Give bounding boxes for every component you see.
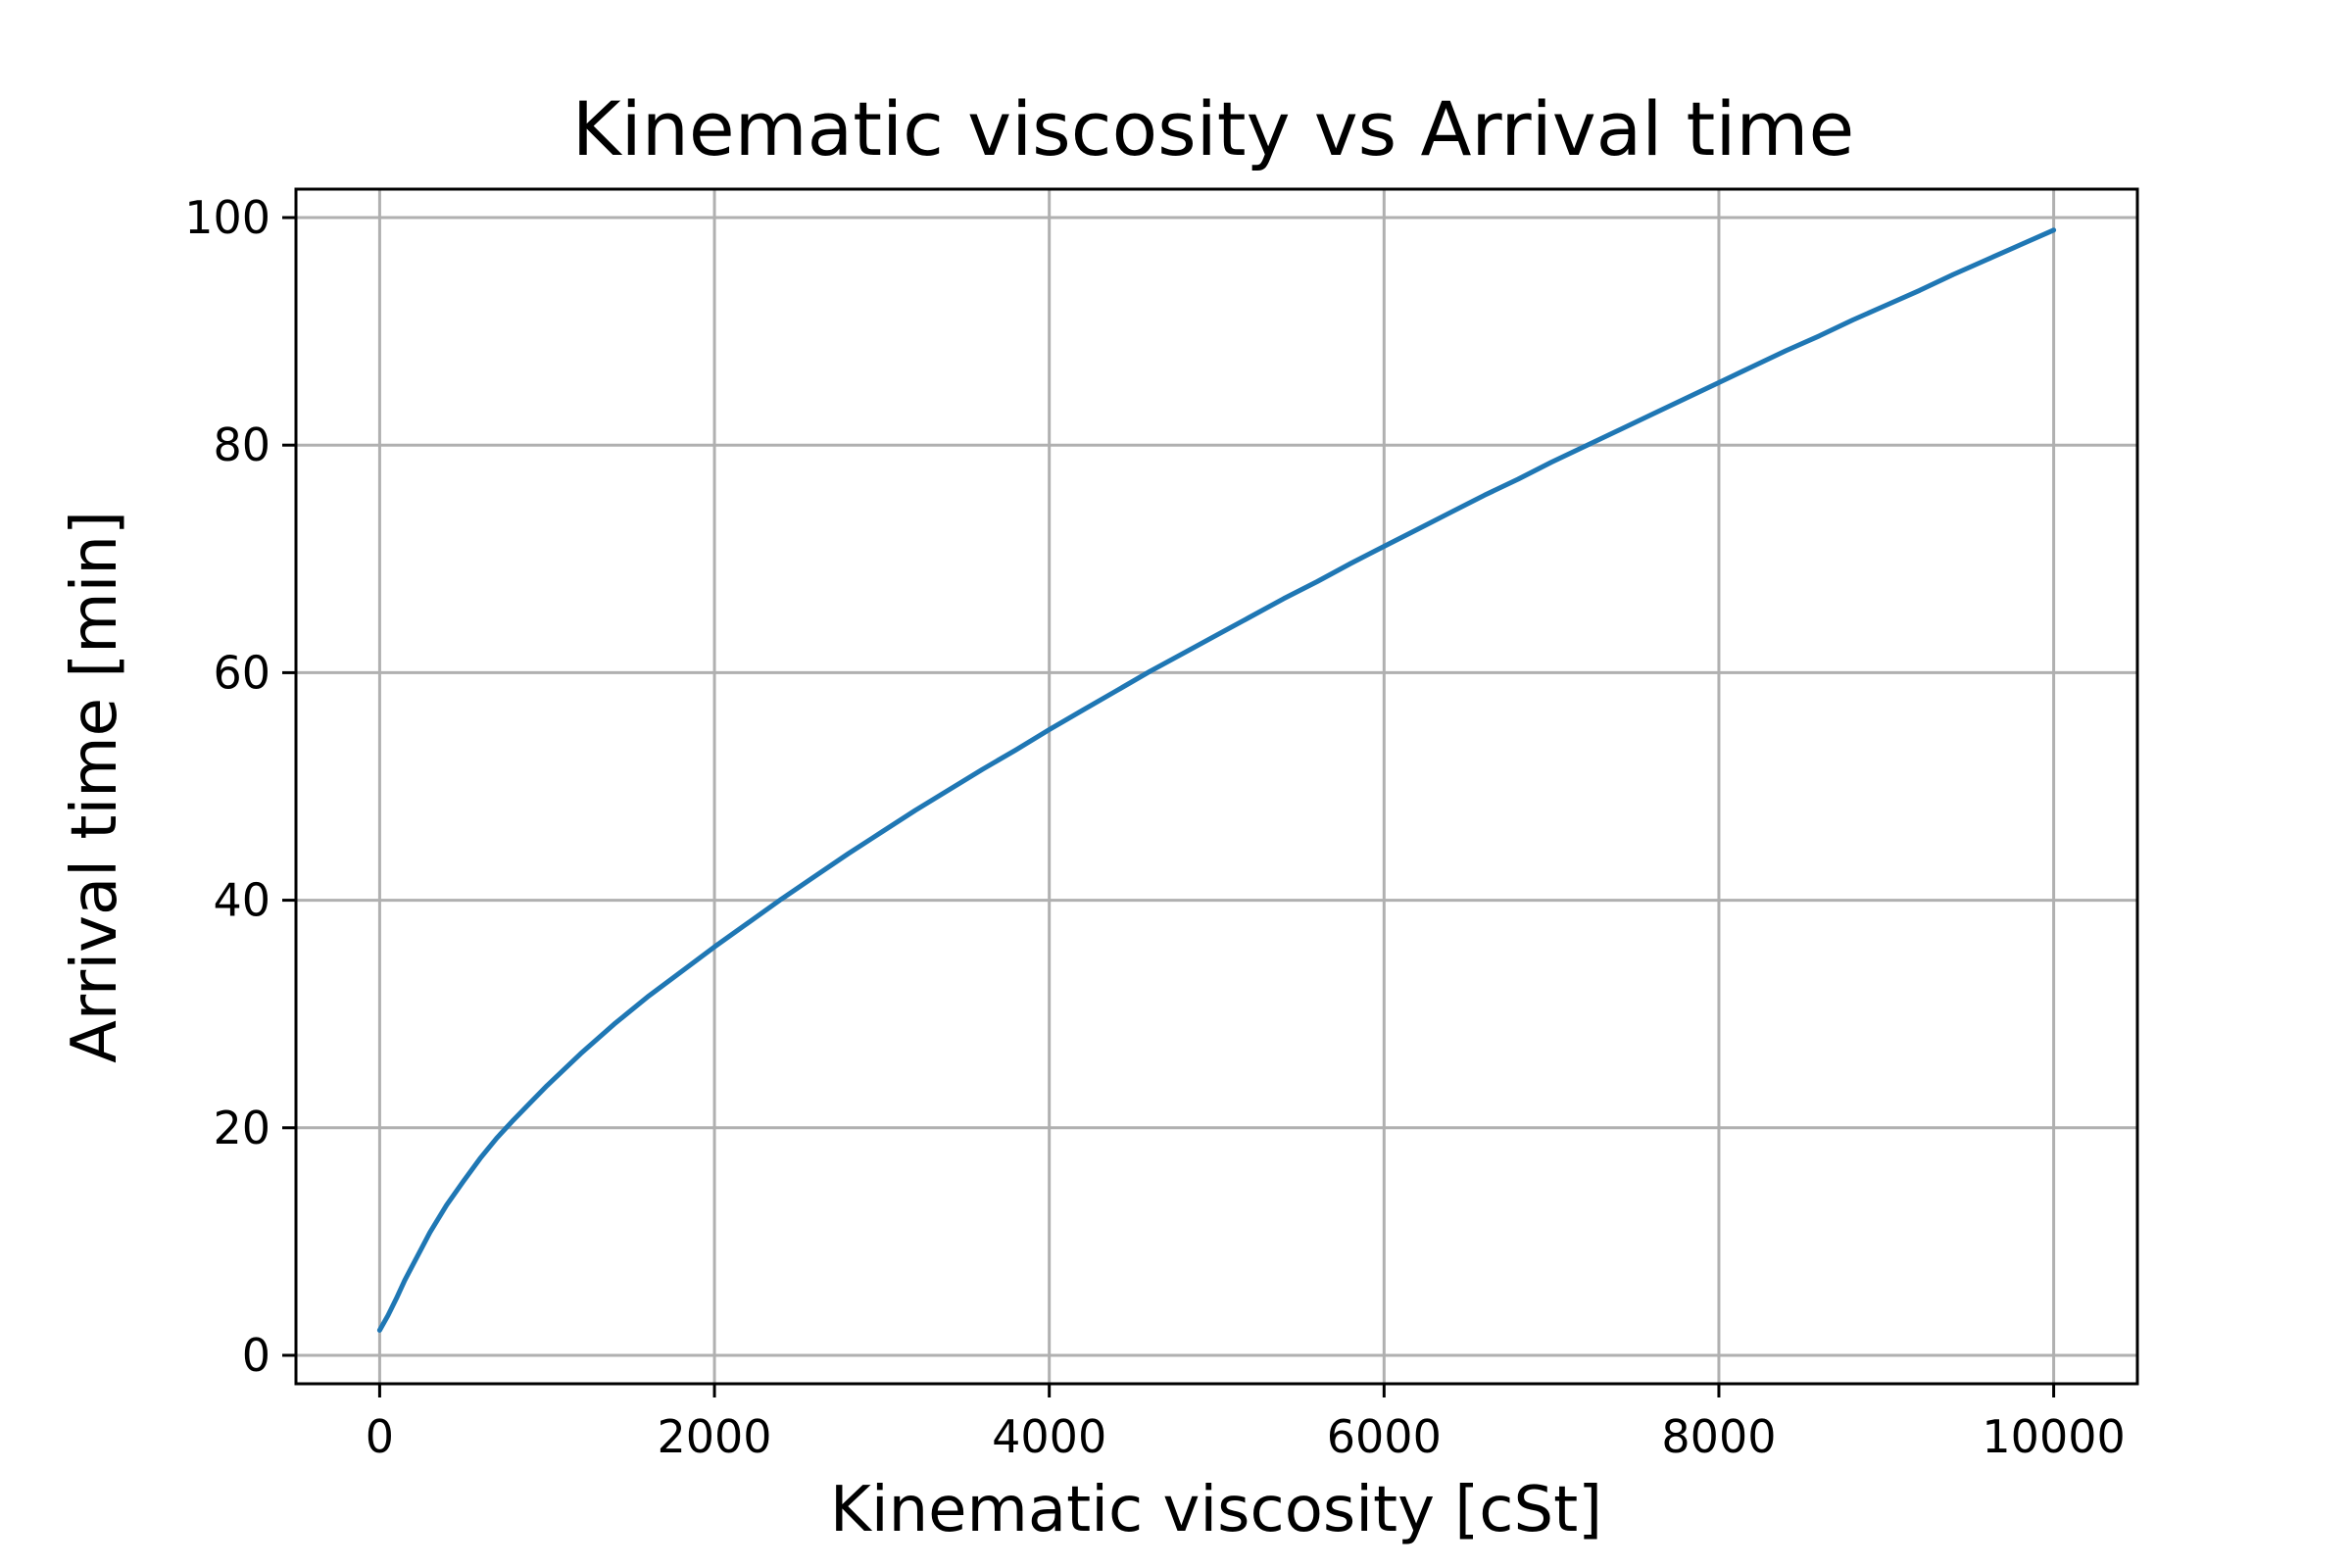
chart-title: Kinematic viscosity vs Arrival time: [572, 85, 1854, 172]
ticks: 0 2000 4000 6000 8000 10000 0 20 40 60 80 100: [184, 191, 2126, 1463]
x-tick-label: 0: [366, 1410, 394, 1463]
x-axis-label: Kinematic viscosity [cSt]: [830, 1474, 1602, 1546]
x-tick-label: 8000: [1661, 1410, 1776, 1463]
y-tick-label: 80: [213, 418, 270, 471]
y-tick-label: 0: [242, 1329, 270, 1382]
y-tick-label: 100: [184, 191, 270, 244]
x-tick-label: 2000: [658, 1410, 772, 1463]
grid: [296, 189, 2137, 1384]
series-line: [376, 227, 2057, 1333]
y-tick-label: 40: [213, 874, 270, 927]
x-tick-label: 10000: [1982, 1410, 2125, 1463]
series-layer: [376, 227, 2057, 1333]
y-tick-label: 20: [213, 1102, 270, 1154]
x-tick-label: 4000: [992, 1410, 1106, 1463]
x-tick-label: 6000: [1327, 1410, 1442, 1463]
plot-frame: [294, 187, 2139, 1386]
y-tick-label: 60: [213, 646, 270, 699]
y-axis-label: Arrival time [min]: [59, 511, 131, 1063]
